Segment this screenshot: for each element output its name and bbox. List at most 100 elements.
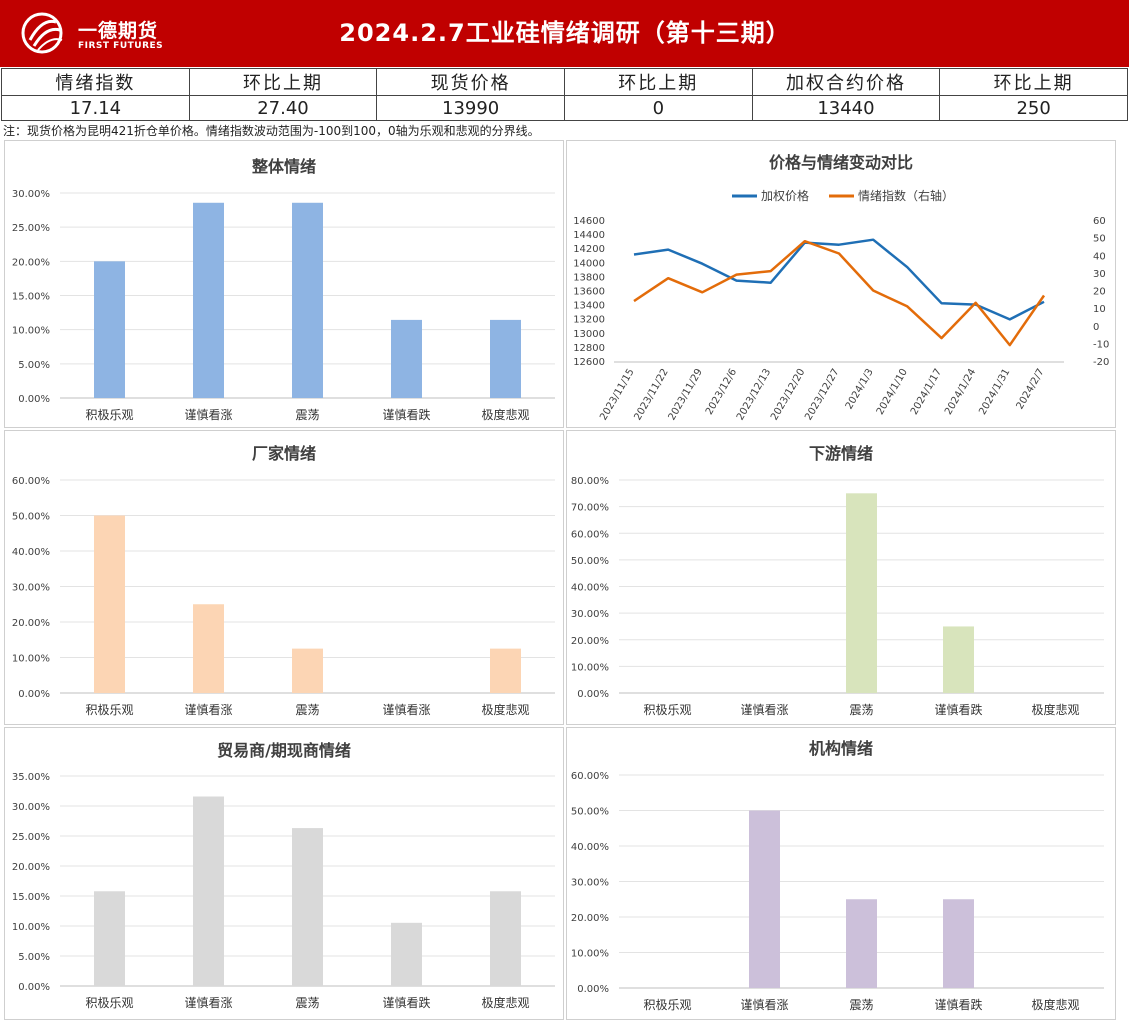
x-tick-label: 2024/1/31 [977, 367, 1012, 417]
y-right-tick-label: 20 [1093, 287, 1106, 298]
x-tick-label: 积极乐观 [85, 703, 133, 717]
bar [292, 202, 323, 398]
x-tick-label: 谨慎看跌 [934, 997, 982, 1012]
bar [943, 626, 974, 693]
x-tick-label: 2023/11/22 [632, 367, 670, 422]
y-left-tick-label: 12600 [573, 357, 605, 368]
y-tick-label: 5.00% [18, 360, 50, 371]
y-tick-label: 60.00% [571, 771, 609, 782]
y-tick-label: 35.00% [12, 772, 50, 783]
institution-sentiment-chart: 机构情绪 0.00% 10.00% 20.00% 30.00% 40.00% 50.00% 6… [571, 739, 1104, 1012]
x-tick-label: 谨慎看跌 [934, 702, 982, 717]
summary-value-cell: 27.40 [188, 95, 378, 121]
y-tick-label: 20.00% [571, 913, 609, 924]
overall-sentiment-chart: 整体情绪 0.00% 5.00% 10.00% 15.00% 20.00% 25.00% 30… [12, 157, 555, 422]
summary-header-cell: 环比上期 [563, 68, 753, 96]
x-tick-label: 极度悲观 [481, 995, 529, 1010]
bar [391, 319, 422, 398]
y-tick-label: 0.00% [18, 982, 50, 993]
bar [846, 493, 877, 693]
bar [193, 202, 224, 398]
x-tick-label: 极度悲观 [481, 407, 529, 422]
y-right-tick-label: -20 [1093, 357, 1109, 368]
y-left-tick-label: 14000 [573, 258, 605, 269]
x-tick-label: 极度悲观 [1031, 702, 1079, 717]
y-tick-label: 30.00% [12, 189, 50, 200]
overall-sentiment-panel: 整体情绪 0.00% 5.00% 10.00% 15.00% 20.00% 25.00% 30… [4, 140, 564, 428]
y-tick-label: 15.00% [12, 892, 50, 903]
x-tick-label: 积极乐观 [85, 408, 133, 422]
x-tick-label: 积极乐观 [85, 996, 133, 1010]
chart-title: 贸易商/期现商情绪 [217, 741, 351, 760]
y-right-tick-label: -10 [1093, 339, 1109, 350]
y-tick-label: 30.00% [12, 802, 50, 813]
x-tick-label: 2024/1/3 [844, 367, 876, 411]
company-logo: 一德期货 FIRST FUTURES [20, 10, 170, 56]
bar [94, 261, 125, 398]
y-tick-label: 60.00% [571, 529, 609, 540]
trader-sentiment-chart: 贸易商/期现商情绪 0.00% 5.00% 10.00% 15.00% 20.00% 25.… [12, 741, 555, 1010]
y-left-tick-label: 14600 [573, 216, 605, 227]
x-tick-label: 2023/12/13 [735, 367, 773, 422]
summary-value-cell: 13440 [751, 95, 941, 121]
bar [193, 796, 224, 986]
x-tick-label: 积极乐观 [643, 703, 691, 717]
downstream-sentiment-chart: 下游情绪 0.00% 10.00% 20.00% 30.00% 40.00% 50.00% 6… [571, 444, 1104, 717]
y-tick-label: 0.00% [577, 689, 609, 700]
header-bar: 一德期货 FIRST FUTURES 2024.2.7工业硅情绪调研（第十三期） [0, 0, 1129, 67]
y-right-tick-label: 10 [1093, 304, 1106, 315]
chart-title: 厂家情绪 [252, 444, 316, 463]
x-tick-label: 2024/1/10 [875, 367, 910, 417]
x-tick-label: 谨慎看涨 [184, 995, 232, 1010]
bar [490, 319, 521, 398]
x-tick-label: 极度悲观 [481, 702, 529, 717]
y-tick-label: 0.00% [18, 394, 50, 405]
y-left-tick-label: 14400 [573, 230, 605, 241]
bar [943, 899, 974, 988]
summary-header-row: 情绪指数 环比上期 现货价格 环比上期 加权合约价格 环比上期 [1, 68, 1128, 96]
bar [292, 828, 323, 986]
summary-value-row: 17.14 27.40 13990 0 13440 250 [1, 95, 1128, 121]
chart-title: 价格与情绪变动对比 [769, 153, 913, 172]
summary-header-cell: 现货价格 [376, 68, 565, 96]
y-tick-label: 20.00% [12, 618, 50, 629]
x-tick-label: 2023/12/20 [769, 367, 807, 422]
bar [846, 899, 877, 988]
y-tick-label: 30.00% [571, 609, 609, 620]
y-tick-label: 20.00% [12, 862, 50, 873]
chart-title: 整体情绪 [251, 157, 316, 176]
bar [292, 648, 323, 693]
y-tick-label: 15.00% [12, 292, 50, 303]
x-tick-label: 谨慎看跌 [382, 995, 430, 1010]
downstream-sentiment-panel: 下游情绪 0.00% 10.00% 20.00% 30.00% 40.00% 50.00% 6… [566, 430, 1116, 725]
x-tick-label: 震荡 [295, 703, 319, 717]
y-tick-label: 40.00% [571, 842, 609, 853]
x-tick-label: 极度悲观 [1031, 997, 1079, 1012]
x-tick-label: 2023/12/6 [704, 367, 739, 417]
x-tick-label: 2024/1/24 [943, 367, 978, 417]
x-tick-label: 积极乐观 [643, 998, 691, 1012]
trader-sentiment-panel: 贸易商/期现商情绪 0.00% 5.00% 10.00% 15.00% 20.00% 25.… [4, 727, 564, 1020]
chart-title: 下游情绪 [809, 444, 873, 463]
logo-text-cn: 一德期货 [78, 20, 159, 42]
summary-value-cell: 17.14 [1, 95, 190, 121]
y-tick-label: 70.00% [571, 503, 609, 514]
y-left-tick-label: 13400 [573, 301, 605, 312]
legend-label: 加权价格 [761, 188, 809, 203]
footnote: 注：现货价格为昆明421折仓单价格。情绪指数波动范围为-100到100，0轴为乐… [3, 124, 540, 138]
x-tick-label: 谨慎看涨 [740, 702, 788, 717]
y-tick-label: 10.00% [12, 654, 50, 665]
y-tick-label: 0.00% [18, 689, 50, 700]
y-tick-label: 0.00% [577, 984, 609, 995]
y-left-tick-label: 13000 [573, 329, 605, 340]
x-tick-label: 震荡 [295, 996, 319, 1010]
y-tick-label: 25.00% [12, 832, 50, 843]
y-tick-label: 50.00% [12, 512, 50, 523]
bar [490, 891, 521, 986]
x-tick-label: 2023/12/27 [803, 367, 841, 422]
y-tick-label: 50.00% [571, 807, 609, 818]
bar [490, 648, 521, 693]
institution-sentiment-panel: 机构情绪 0.00% 10.00% 20.00% 30.00% 40.00% 50.00% 6… [566, 727, 1116, 1020]
x-tick-label: 震荡 [849, 998, 873, 1012]
x-tick-label: 震荡 [849, 703, 873, 717]
